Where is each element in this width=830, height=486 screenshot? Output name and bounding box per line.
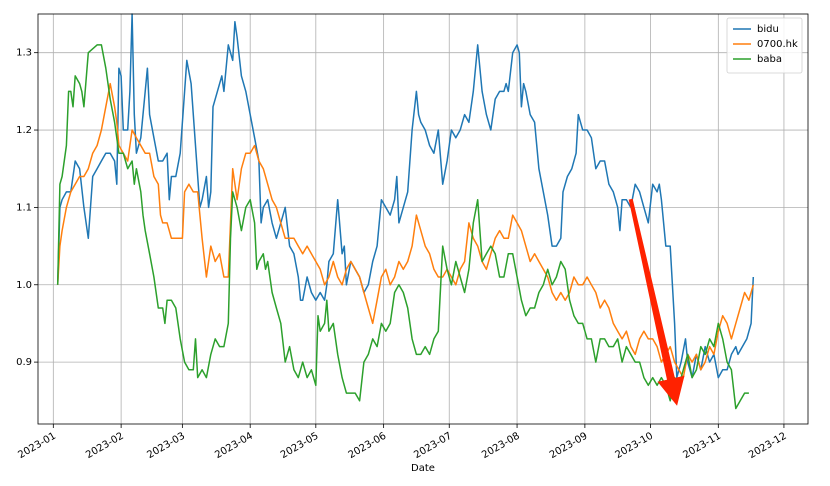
series-line-0700.hk — [56, 82, 755, 379]
annotation-arrow — [628, 198, 685, 406]
series-lines — [56, 13, 755, 410]
x-tick-label: 2023-06 — [347, 431, 389, 461]
plot-frame — [37, 13, 809, 425]
x-tick-label: 2023-09 — [548, 431, 590, 461]
legend-label-bidu: bidu — [757, 24, 779, 35]
y-tick-label: 1.2 — [16, 125, 32, 136]
y-axis-ticks: 0.9 1.0 1.1 1.2 1.3 — [16, 48, 38, 368]
y-tick-label: 1.1 — [16, 202, 32, 213]
series-line-bidu — [56, 13, 755, 379]
annotations — [628, 198, 685, 406]
legend-label-baba: baba — [757, 54, 782, 65]
x-tick-label: 2023-05 — [279, 431, 321, 461]
y-tick-label: 1.3 — [16, 48, 32, 59]
legend: bidu 0700.hk baba — [726, 17, 803, 74]
y-tick-label: 1.0 — [16, 280, 32, 291]
series-line-baba — [56, 44, 749, 410]
legend-label-0700.hk: 0700.hk — [757, 39, 798, 50]
x-axis-label: Date — [411, 463, 435, 474]
x-tick-label: 2023-11 — [681, 431, 723, 461]
x-tick-label: 2023-03 — [145, 431, 187, 461]
x-tick-label: 2023-01 — [16, 431, 58, 461]
x-axis-ticks: 2023-01 2023-02 2023-03 2023-04 2023-05 2023-… — [16, 424, 789, 461]
x-tick-label: 2023-04 — [213, 431, 255, 461]
y-tick-label: 0.9 — [16, 357, 32, 368]
grid-lines — [38, 14, 808, 424]
x-tick-label: 2023-02 — [84, 431, 126, 461]
x-tick-label: 2023-10 — [614, 431, 656, 461]
x-tick-label: 2023-07 — [412, 431, 454, 461]
x-tick-label: 2023-08 — [480, 431, 522, 461]
x-tick-label: 2023-12 — [747, 431, 789, 461]
